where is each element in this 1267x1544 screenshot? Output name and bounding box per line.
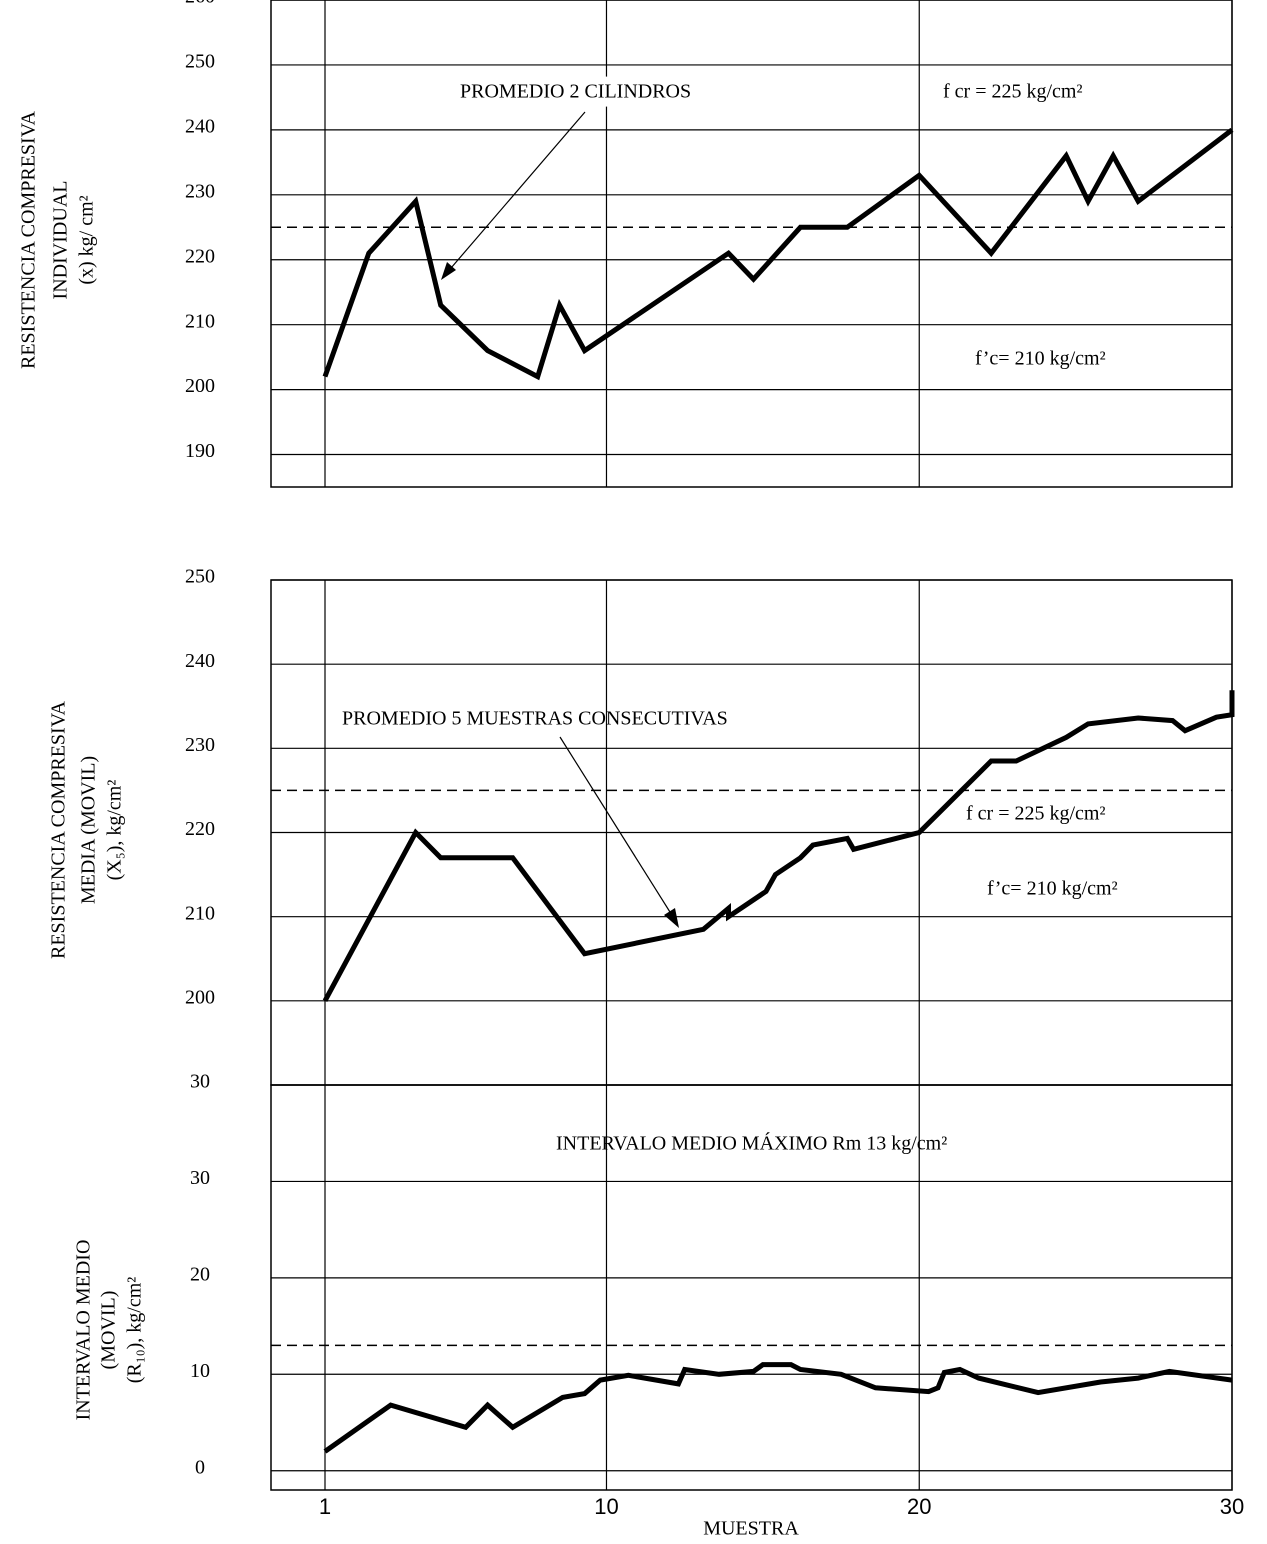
y-tick-label: 210: [185, 310, 215, 332]
x-tick-label: 1: [319, 1494, 331, 1519]
panel: 190 200 210 220 230 240 250 260 PROMEDIO 2 CILIN…: [18, 0, 1234, 488]
y-tick-label: 230: [185, 180, 215, 202]
annotation: f cr = 225 kg/cm²: [966, 803, 1105, 825]
x-tick-label: 20: [907, 1494, 931, 1519]
y-tick-label: 10: [190, 1360, 210, 1382]
annotation-background: [440, 76, 712, 107]
y-axis-label: INDIVIDUAL: [50, 181, 72, 300]
data-line: [322, 690, 1235, 1002]
y-axis-label: INTERVALO MEDIO: [73, 1240, 95, 1421]
annotation: PROMEDIO 2 CILINDROS: [460, 81, 691, 103]
y-tick-label: 0: [195, 1456, 205, 1478]
panel: 0 10 20 30 1 10 20 30 INTERVALO MEDIO MÁXIMO Rm …: [73, 1084, 1244, 1540]
y-tick-label: 200: [185, 375, 215, 397]
y-axis-label: (X₅), kg/cm²: [104, 780, 126, 881]
y-tick-label: 250: [185, 566, 215, 588]
y-tick-label: 200: [185, 986, 215, 1008]
arrow-head: [664, 908, 679, 928]
x-tick-label: 10: [594, 1494, 618, 1519]
y-tick-label: 230: [185, 734, 215, 756]
y-tick-label: 30: [190, 1071, 210, 1093]
annotation: PROMEDIO 5 MUESTRAS CONSECUTIVAS: [342, 708, 728, 730]
y-tick-label: 220: [185, 818, 215, 840]
panel: 30 200 210 220 230 240 250 PROMEDIO 5 MUESTRAS …: [48, 566, 1235, 1093]
y-axis-label: RESISTENCIA COMPRESIVA: [48, 700, 70, 959]
data-line: [323, 1362, 1233, 1454]
x-tick-label: 30: [1220, 1494, 1244, 1519]
y-axis-label: MEDIA (MOVIL): [78, 756, 100, 904]
y-tick-label: 260: [185, 0, 215, 8]
annotation: f’c= 210 kg/cm²: [987, 878, 1118, 900]
y-tick-label: 250: [185, 51, 215, 73]
annotation-arrow: [559, 736, 676, 921]
x-axis-label: MUESTRA: [703, 1518, 799, 1540]
y-tick-label: 240: [185, 115, 215, 137]
y-tick-label: 30: [190, 1167, 210, 1189]
y-axis-label: RESISTENCIA COMPRESIVA: [18, 110, 40, 369]
y-axis-label: (R₁₀), kg/cm²: [124, 1277, 146, 1384]
y-tick-label: 220: [185, 245, 215, 267]
y-tick-label: 240: [185, 650, 215, 672]
plot-frame: [270, 0, 1233, 488]
y-tick-label: 20: [190, 1263, 210, 1285]
annotation-arrow: [444, 111, 586, 276]
plots: 190200210220230240250260PROMEDIO 2 CILIN…: [18, 0, 1244, 1540]
annotation: INTERVALO MEDIO MÁXIMO Rm 13 kg/cm²: [556, 1132, 947, 1155]
plot-frame: [270, 1084, 1233, 1491]
y-axis-label: (x) kg/ cm²: [76, 195, 98, 284]
arrow-head: [441, 262, 456, 280]
y-tick-label: 210: [185, 902, 215, 924]
y-axis-label: (MOVIL): [98, 1291, 120, 1370]
y-tick-label: 190: [185, 440, 215, 462]
annotation: f’c= 210 kg/cm²: [975, 348, 1106, 370]
data-line: [322, 127, 1234, 381]
annotation: f cr = 225 kg/cm²: [943, 81, 1082, 103]
